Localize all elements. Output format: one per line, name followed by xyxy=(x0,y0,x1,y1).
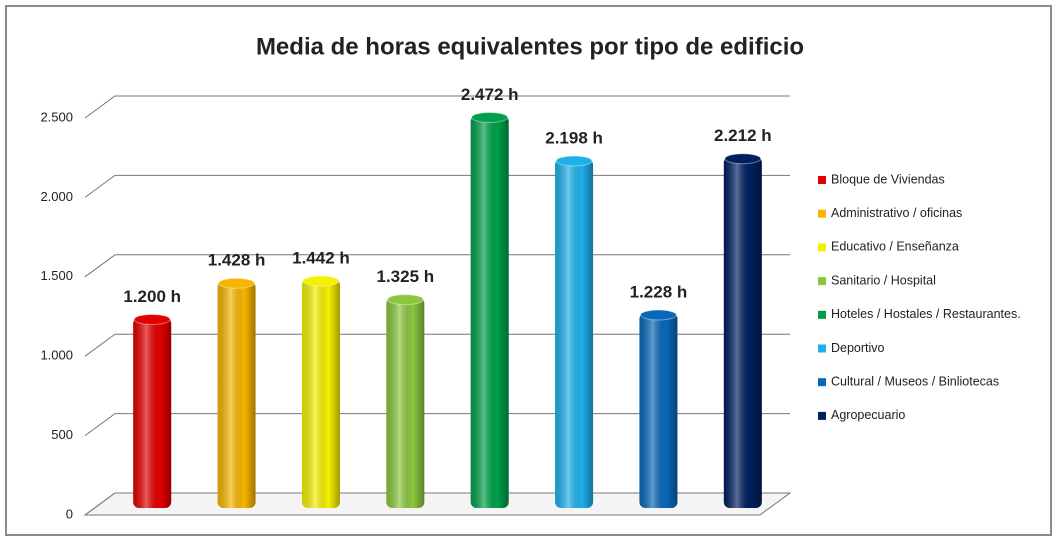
legend-swatch xyxy=(818,310,826,319)
legend-swatch xyxy=(818,411,826,420)
y-tick-label: 0 xyxy=(66,506,73,521)
y-tick-label: 1.500 xyxy=(40,268,73,283)
legend-label: Cultural / Museos / Binliotecas xyxy=(831,374,999,388)
bar xyxy=(555,155,594,509)
legend-label: Administrativo / oficinas xyxy=(831,206,962,220)
bar xyxy=(217,277,256,508)
value-label: 1.325 h xyxy=(376,267,434,286)
value-label: 1.428 h xyxy=(208,251,266,270)
bar xyxy=(386,294,425,508)
y-tick-label: 2.500 xyxy=(40,109,73,124)
y-tick-label: 2.000 xyxy=(40,189,73,204)
value-label: 2.198 h xyxy=(545,128,603,147)
legend-swatch xyxy=(818,243,826,252)
value-label: 1.200 h xyxy=(123,287,181,306)
legend-label: Sanitario / Hospital xyxy=(831,273,936,287)
grid-line xyxy=(84,95,790,119)
legend-swatch xyxy=(818,209,826,218)
value-label: 1.442 h xyxy=(292,248,350,267)
bar xyxy=(639,309,678,508)
chart-title: Media de horas equivalentes por tipo de … xyxy=(256,33,804,60)
legend-label: Educativo / Enseñanza xyxy=(831,240,959,254)
frame xyxy=(5,5,1052,536)
value-label: 1.228 h xyxy=(630,282,688,301)
y-tick-label: 1.000 xyxy=(40,348,73,363)
legend-label: Hoteles / Hostales / Restaurantes. xyxy=(831,307,1021,321)
value-label: 2.472 h xyxy=(461,85,519,104)
bar xyxy=(301,275,340,508)
bar xyxy=(470,111,509,508)
legend-swatch xyxy=(818,277,826,286)
legend-label: Deportivo xyxy=(831,341,885,355)
value-label: 2.212 h xyxy=(714,126,772,145)
legend-swatch xyxy=(818,176,826,184)
bar xyxy=(133,313,172,508)
legend-label: Bloque de Viviendas xyxy=(831,172,945,186)
y-tick-label: 500 xyxy=(51,427,73,442)
legend-swatch xyxy=(818,344,826,353)
legend-swatch xyxy=(818,378,826,387)
floor xyxy=(83,492,792,516)
legend-label: Agropecuario xyxy=(831,408,905,422)
bar xyxy=(723,153,762,508)
